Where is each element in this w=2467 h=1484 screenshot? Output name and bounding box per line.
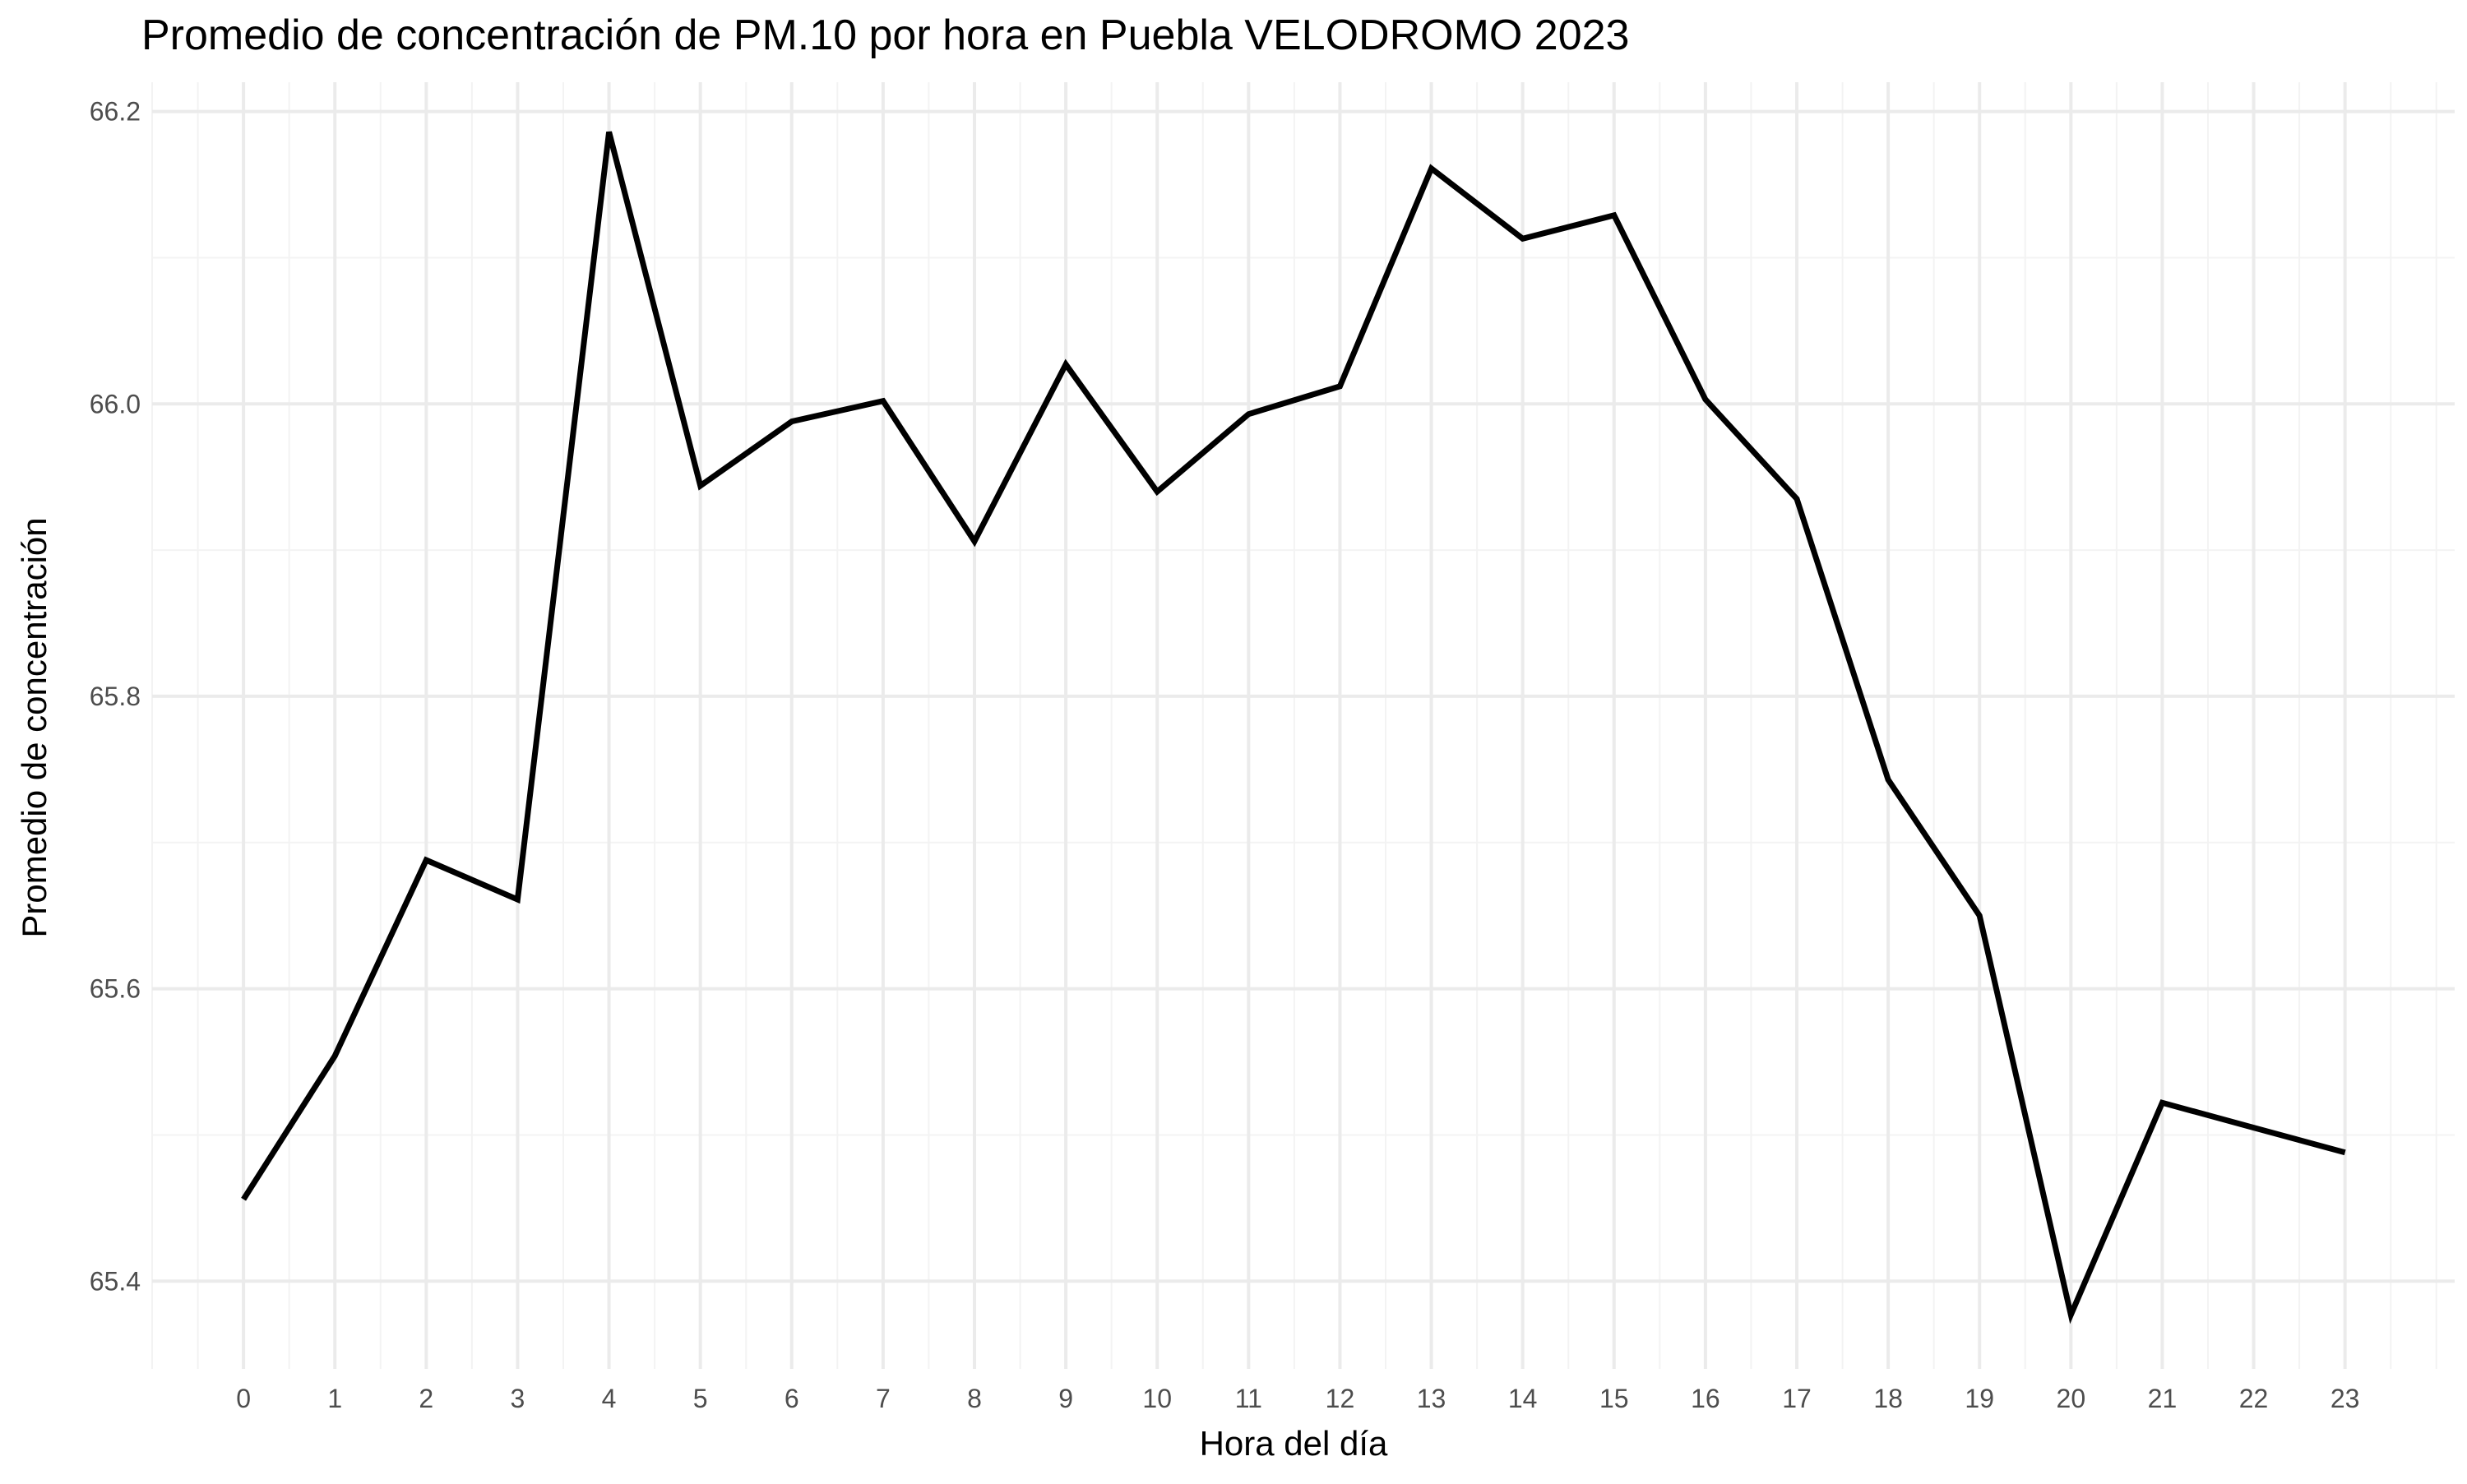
y-tick-label: 65.4 [90, 1266, 141, 1296]
x-tick-label: 1 [327, 1384, 342, 1413]
x-tick-label: 0 [236, 1384, 251, 1413]
x-tick-label: 6 [785, 1384, 799, 1413]
x-axis-label: Hora del día [1200, 1424, 1388, 1463]
y-axis-label: Promedio de concentración [15, 517, 53, 937]
x-tick-label: 14 [1508, 1384, 1538, 1413]
x-tick-label: 8 [967, 1384, 982, 1413]
x-tick-label: 10 [1142, 1384, 1172, 1413]
grid-lines [151, 82, 2455, 1369]
x-tick-label: 12 [1326, 1384, 1355, 1413]
y-tick-label: 65.6 [90, 974, 141, 1004]
x-tick-label: 9 [1058, 1384, 1073, 1413]
y-tick-label: 65.8 [90, 682, 141, 711]
x-tick-label: 11 [1235, 1384, 1262, 1413]
x-tick-label: 7 [876, 1384, 891, 1413]
y-tick-label: 66.2 [90, 97, 141, 127]
series-line [241, 131, 2346, 1325]
x-axis-ticks: 0 1 2 3 4 5 6 7 8 9 10 11 12 13 14 15 16 17 18 19 20 21 22 23 [236, 1384, 2359, 1413]
x-tick-label: 21 [2148, 1384, 2178, 1413]
series-layer [241, 131, 2346, 1325]
x-tick-label: 19 [1965, 1384, 1994, 1413]
x-tick-label: 15 [1599, 1384, 1629, 1413]
x-tick-label: 4 [602, 1384, 617, 1413]
x-tick-label: 23 [2330, 1384, 2360, 1413]
x-tick-label: 13 [1417, 1384, 1446, 1413]
y-axis-ticks: 65.4 65.6 65.8 66.0 66.2 [90, 97, 141, 1297]
x-tick-label: 17 [1782, 1384, 1812, 1413]
x-tick-label: 16 [1691, 1384, 1720, 1413]
x-tick-label: 3 [511, 1384, 525, 1413]
chart-title: Promedio de concentración de PM.10 por h… [141, 12, 1629, 59]
x-tick-label: 18 [1873, 1384, 1903, 1413]
x-tick-label: 20 [2057, 1384, 2086, 1413]
y-tick-label: 66.0 [90, 389, 141, 418]
x-tick-label: 2 [419, 1384, 433, 1413]
x-tick-label: 22 [2239, 1384, 2269, 1413]
x-tick-label: 5 [693, 1384, 708, 1413]
